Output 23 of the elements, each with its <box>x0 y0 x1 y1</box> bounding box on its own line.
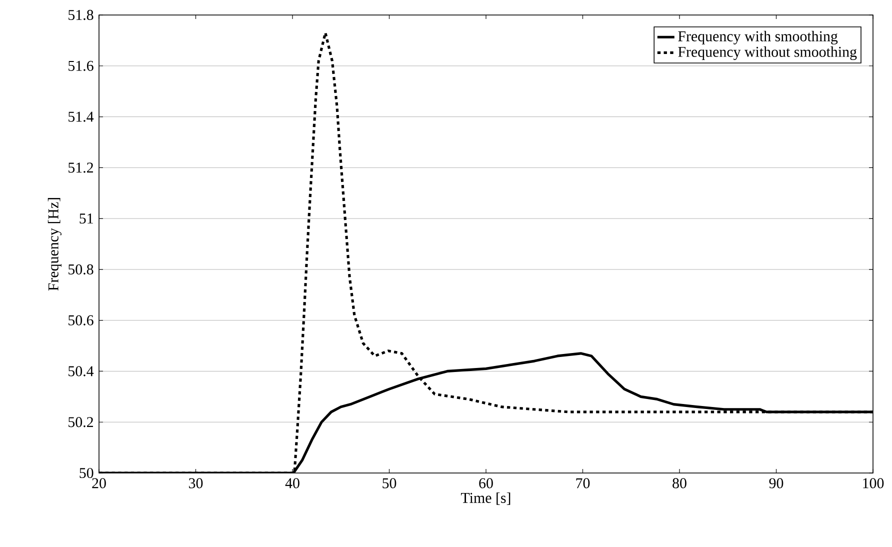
x-axis-title: Time [s] <box>461 492 510 505</box>
y-tick-label: 50.4 <box>68 366 94 376</box>
legend-label: Frequency without smoothing <box>678 46 857 60</box>
legend-label: Frequency with smoothing <box>678 30 838 44</box>
x-tick-label: 80 <box>672 478 686 488</box>
y-tick-label: 51.2 <box>68 162 93 173</box>
x-tick-label: 20 <box>92 478 106 488</box>
y-tick-label: 50.2 <box>68 417 93 428</box>
x-tick-label: 90 <box>769 478 784 488</box>
y-tick-label: 51.4 <box>68 112 94 122</box>
y-tick-label: 51 <box>80 214 93 224</box>
x-tick-label: 70 <box>576 478 590 488</box>
x-tick-label: 50 <box>382 478 396 488</box>
x-tick-label: 100 <box>863 478 884 488</box>
y-axis-title: Frequency [Hz] <box>48 198 62 291</box>
y-tick-label: 50.6 <box>68 315 94 326</box>
y-tick-label: 51.6 <box>68 60 94 71</box>
x-tick-label: 30 <box>188 478 203 488</box>
y-tick-label: 50.8 <box>68 264 94 275</box>
x-tick-label: 60 <box>479 478 493 488</box>
x-tick-label: 40 <box>285 478 300 488</box>
y-tick-label: 50 <box>80 468 94 478</box>
y-tick-label: 51.8 <box>68 10 94 20</box>
